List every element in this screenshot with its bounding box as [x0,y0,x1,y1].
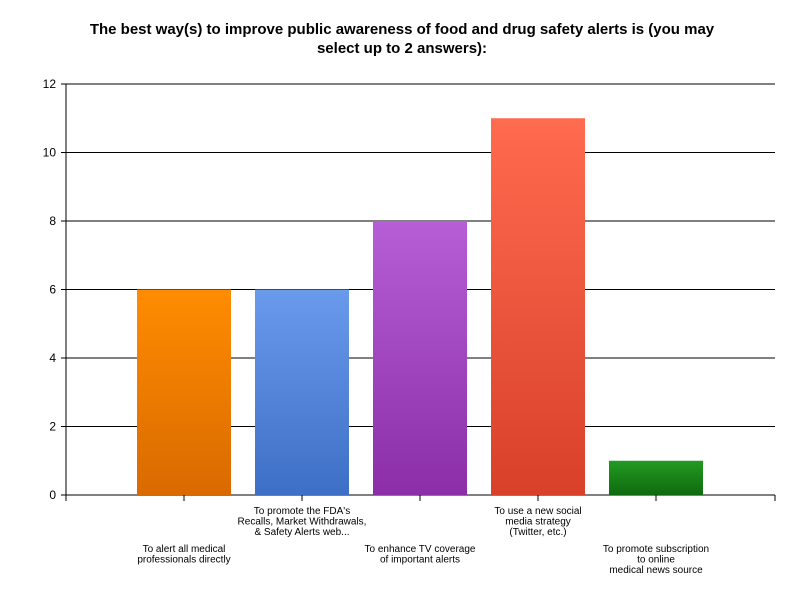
x-category-label-line: To enhance TV coverage [364,544,475,555]
y-tick-label: 8 [49,214,56,228]
bar [255,289,349,495]
y-tick-label: 4 [49,351,56,365]
chart-title-line: select up to 2 answers): [317,40,487,57]
x-category-label-line: To promote the FDA's [254,506,350,517]
x-category-label-line: to online [637,555,675,566]
bar [137,289,231,495]
chart-title-line: The best way(s) to improve public awaren… [90,21,715,38]
x-category-label-line: professionals directly [137,555,230,566]
y-tick-label: 10 [43,146,57,160]
x-category-label-line: To promote subscription [603,544,709,555]
y-tick-label: 2 [49,420,56,434]
x-category-label-line: & Safety Alerts web... [254,527,349,538]
y-tick-label: 12 [43,77,57,91]
x-category-label-line: of important alerts [380,555,460,566]
x-category-label-line: medical news source [609,565,703,576]
x-category-label-line: (Twitter, etc.) [509,527,566,538]
y-tick-label: 6 [49,283,56,297]
y-tick-label: 0 [49,488,56,502]
chart-title: The best way(s) to improve public awaren… [90,21,715,57]
y-axis-ticks: 0 2 4 6 8 10 12 [43,77,66,502]
x-category-label-line: Recalls, Market Withdrawals, [238,517,367,528]
bar [373,221,467,495]
x-category-label-line: media strategy [505,517,571,528]
x-category-label-line: To use a new social [494,506,581,517]
bars [137,118,703,495]
x-category-label-line: To alert all medical [143,544,226,555]
bar [491,118,585,495]
bar [609,460,703,495]
